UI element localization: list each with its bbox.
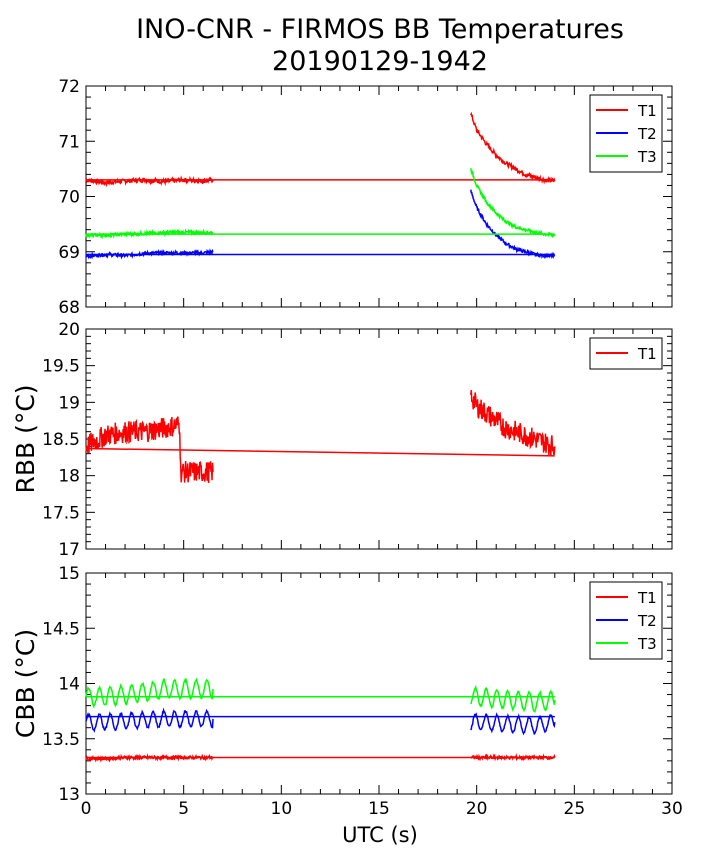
series-line: [85, 677, 214, 709]
y-axis-label-2: RBB (°C): [11, 384, 40, 493]
x-tick-label: 20: [466, 799, 488, 819]
series-line: [470, 390, 556, 456]
panel-1: 68 69 70 71 72 T1 T2 T3: [58, 77, 673, 318]
series-line: [85, 416, 214, 484]
series-line: [470, 111, 556, 185]
x-tick-label: 15: [368, 799, 390, 819]
legend-label: T1: [637, 102, 657, 120]
legend-label: T3: [637, 635, 657, 653]
legend-label: T2: [637, 612, 657, 630]
series-t2-panel-3: [85, 707, 556, 736]
y-tick-label: 17.5: [42, 503, 80, 523]
legend-label: T2: [637, 125, 657, 143]
legend-panel-2: T1: [589, 337, 663, 370]
series-t3-panel-1: [85, 168, 556, 240]
series-baseline: [85, 447, 555, 457]
chart-title-line2: 20190129-1942: [272, 46, 488, 77]
x-axis-label: UTC (s): [342, 823, 418, 847]
legend-panel-1: T1 T2 T3: [589, 94, 663, 173]
y-tick-label: 68: [58, 298, 80, 318]
series-line: [470, 712, 556, 736]
y-tick-label: 70: [58, 188, 80, 208]
y-tick-label: 20: [58, 320, 80, 340]
series-t1-panel-2: [85, 390, 556, 484]
x-tick-label: 25: [564, 799, 586, 819]
panel-2-frame: [85, 328, 673, 550]
series-line: [470, 753, 556, 762]
series-t3-panel-3: [85, 677, 556, 714]
panel-2: 17 17.5 18 18.5 19 19.5 20 RBB (°C) T1: [11, 320, 673, 560]
series-line: [470, 189, 556, 260]
series-line: [470, 684, 556, 714]
y-tick-label: 69: [58, 243, 80, 263]
y-tick-label: 15: [58, 564, 80, 584]
x-tick-label: 30: [661, 799, 683, 819]
series-t1-panel-3: [85, 753, 556, 763]
y-tick-label: 14: [58, 675, 80, 695]
y-tick-label: 72: [58, 77, 80, 97]
x-tick-label: 10: [271, 799, 293, 819]
y-tick-label: 71: [58, 132, 80, 152]
x-tick-label: 0: [81, 799, 92, 819]
chart-title-line1: INO-CNR - FIRMOS BB Temperatures: [136, 14, 624, 45]
series-line: [85, 248, 214, 260]
legend-panel-3: T1 T2 T3: [589, 581, 663, 660]
series-line: [85, 707, 214, 733]
y-tick-label: 19.5: [42, 357, 80, 377]
series-t1-panel-1: [85, 111, 556, 188]
panel-3: 0 5 10 15 20 25 30 13 13.5 14 14.5 15 CBB (°C) T1 T2 T3: [11, 564, 683, 819]
series-t2-panel-1: [85, 189, 556, 260]
y-tick-label: 18.5: [42, 430, 80, 450]
series-line: [85, 228, 214, 240]
x-tick-label: 5: [178, 799, 189, 819]
y-tick-label: 19: [58, 393, 80, 413]
y-tick-label: 17: [58, 540, 80, 560]
series-line: [85, 175, 214, 188]
panels: 68 69 70 71 72 T1 T2 T3 17 17.5 18 18.5 19 19.5 20 RBB …: [11, 77, 683, 819]
legend-label: T1: [637, 345, 657, 363]
y-tick-label: 13: [58, 785, 80, 805]
legend-label: T1: [637, 589, 657, 607]
y-tick-label: 13.5: [42, 730, 80, 750]
series-line: [470, 168, 556, 239]
y-tick-label: 18: [58, 467, 80, 487]
series-line: [85, 753, 214, 763]
panel-1-frame: [85, 85, 673, 308]
y-tick-label: 14.5: [42, 619, 80, 639]
legend-label: T3: [637, 148, 657, 166]
y-axis-label-3: CBB (°C): [11, 629, 40, 738]
